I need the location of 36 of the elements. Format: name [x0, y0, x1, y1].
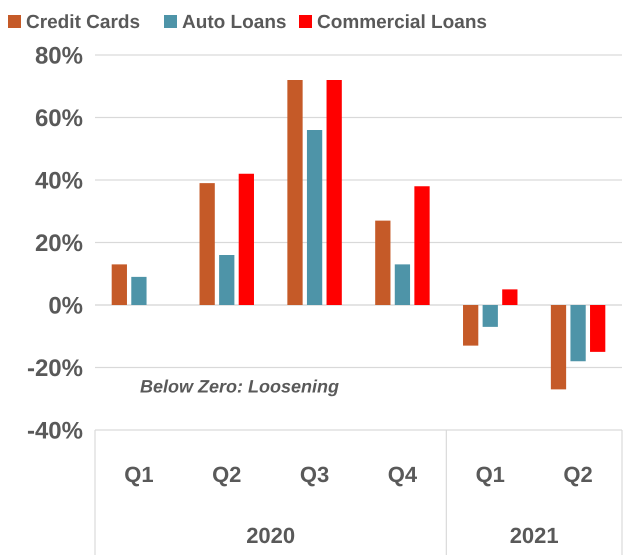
- x-tick-label: Q1: [124, 462, 154, 487]
- bar: [414, 186, 430, 305]
- bar: [570, 305, 586, 362]
- bar: [394, 264, 410, 305]
- y-tick-label: 40%: [34, 167, 83, 194]
- bar: [287, 80, 303, 305]
- y-tick-label: 20%: [34, 230, 83, 257]
- bar: [112, 264, 127, 305]
- bar: [219, 255, 234, 305]
- legend-label: Credit Cards: [26, 12, 140, 33]
- bar: [238, 174, 254, 305]
- bar: [375, 220, 390, 305]
- bar: [326, 80, 342, 305]
- annotation: Below Zero: Loosening: [140, 376, 340, 396]
- y-tick-label: 60%: [34, 104, 83, 132]
- bar: [463, 305, 478, 346]
- bar: [306, 130, 322, 305]
- x-tick-label: Q3: [300, 462, 330, 487]
- x-tick-label: Q4: [388, 462, 418, 487]
- y-tick-label: 80%: [34, 42, 83, 70]
- x-tick-label: Q2: [212, 462, 242, 487]
- y-tick-label: -20%: [26, 354, 83, 382]
- x-tick-label: Q2: [563, 462, 593, 487]
- bar: [482, 305, 498, 327]
- bar: [200, 183, 215, 305]
- y-tick-label: -40%: [26, 417, 83, 444]
- bar: [502, 289, 518, 305]
- bar: [550, 305, 566, 390]
- x-tick-label: Q1: [476, 462, 505, 487]
- bar: [131, 276, 147, 305]
- bar: [590, 305, 606, 352]
- text: 2021: [510, 523, 559, 548]
- legend-label: Auto Loans: [182, 12, 286, 33]
- text: 2020: [246, 523, 296, 548]
- y-tick-label: 0%: [48, 292, 83, 320]
- legend-label: Commercial Loans: [317, 12, 487, 33]
